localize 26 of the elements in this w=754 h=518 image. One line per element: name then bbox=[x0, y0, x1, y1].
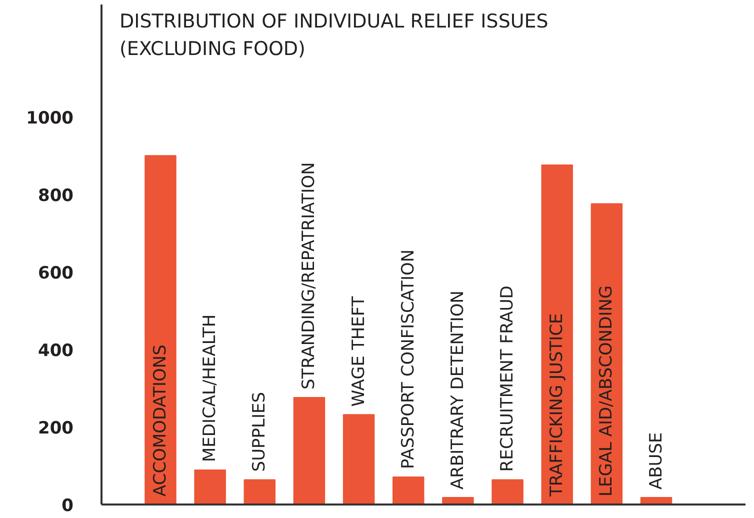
x-tick-label: TRAFFICKING JUSTICE bbox=[547, 313, 568, 498]
y-tick-label: 800 bbox=[38, 186, 74, 206]
y-tick-label: 0 bbox=[62, 496, 74, 516]
y-tick-label: 400 bbox=[38, 340, 74, 361]
x-tick-label: ACCOMODATIONS bbox=[150, 344, 170, 496]
x-tick-label: SUPPLIES bbox=[250, 392, 270, 472]
x-tick-label: STRANDING/REPATRIATION bbox=[299, 162, 320, 390]
y-tick-label: 600 bbox=[38, 263, 74, 284]
bar bbox=[293, 397, 326, 504]
bar bbox=[244, 479, 276, 504]
bar bbox=[194, 470, 226, 504]
bar bbox=[342, 414, 375, 504]
y-tick-label: 200 bbox=[38, 418, 74, 438]
x-tick-label: PASSPORT CONFISCATION bbox=[398, 249, 418, 469]
bar bbox=[541, 164, 573, 504]
x-tick-label: LEGAL AID/ABSCONDING bbox=[596, 285, 617, 496]
x-tick-label: MEDICAL/HEALTH bbox=[200, 314, 220, 462]
x-tick-label: ARBITRARY DETENTION bbox=[448, 290, 468, 490]
x-tick-label: RECRUITMENT FRAUD bbox=[498, 286, 518, 472]
bar bbox=[392, 476, 424, 504]
text: DISTRIBUTION OF INDIVIDUAL RELIEF ISSUES (EXCLUDING FOOD) bbox=[120, 10, 548, 60]
bar bbox=[492, 479, 524, 504]
y-tick-label: 1000 bbox=[26, 108, 74, 128]
bar bbox=[144, 155, 176, 504]
x-tick-label: WAGE THEFT bbox=[348, 296, 369, 407]
x-tick-label: ABUSE bbox=[646, 432, 666, 490]
